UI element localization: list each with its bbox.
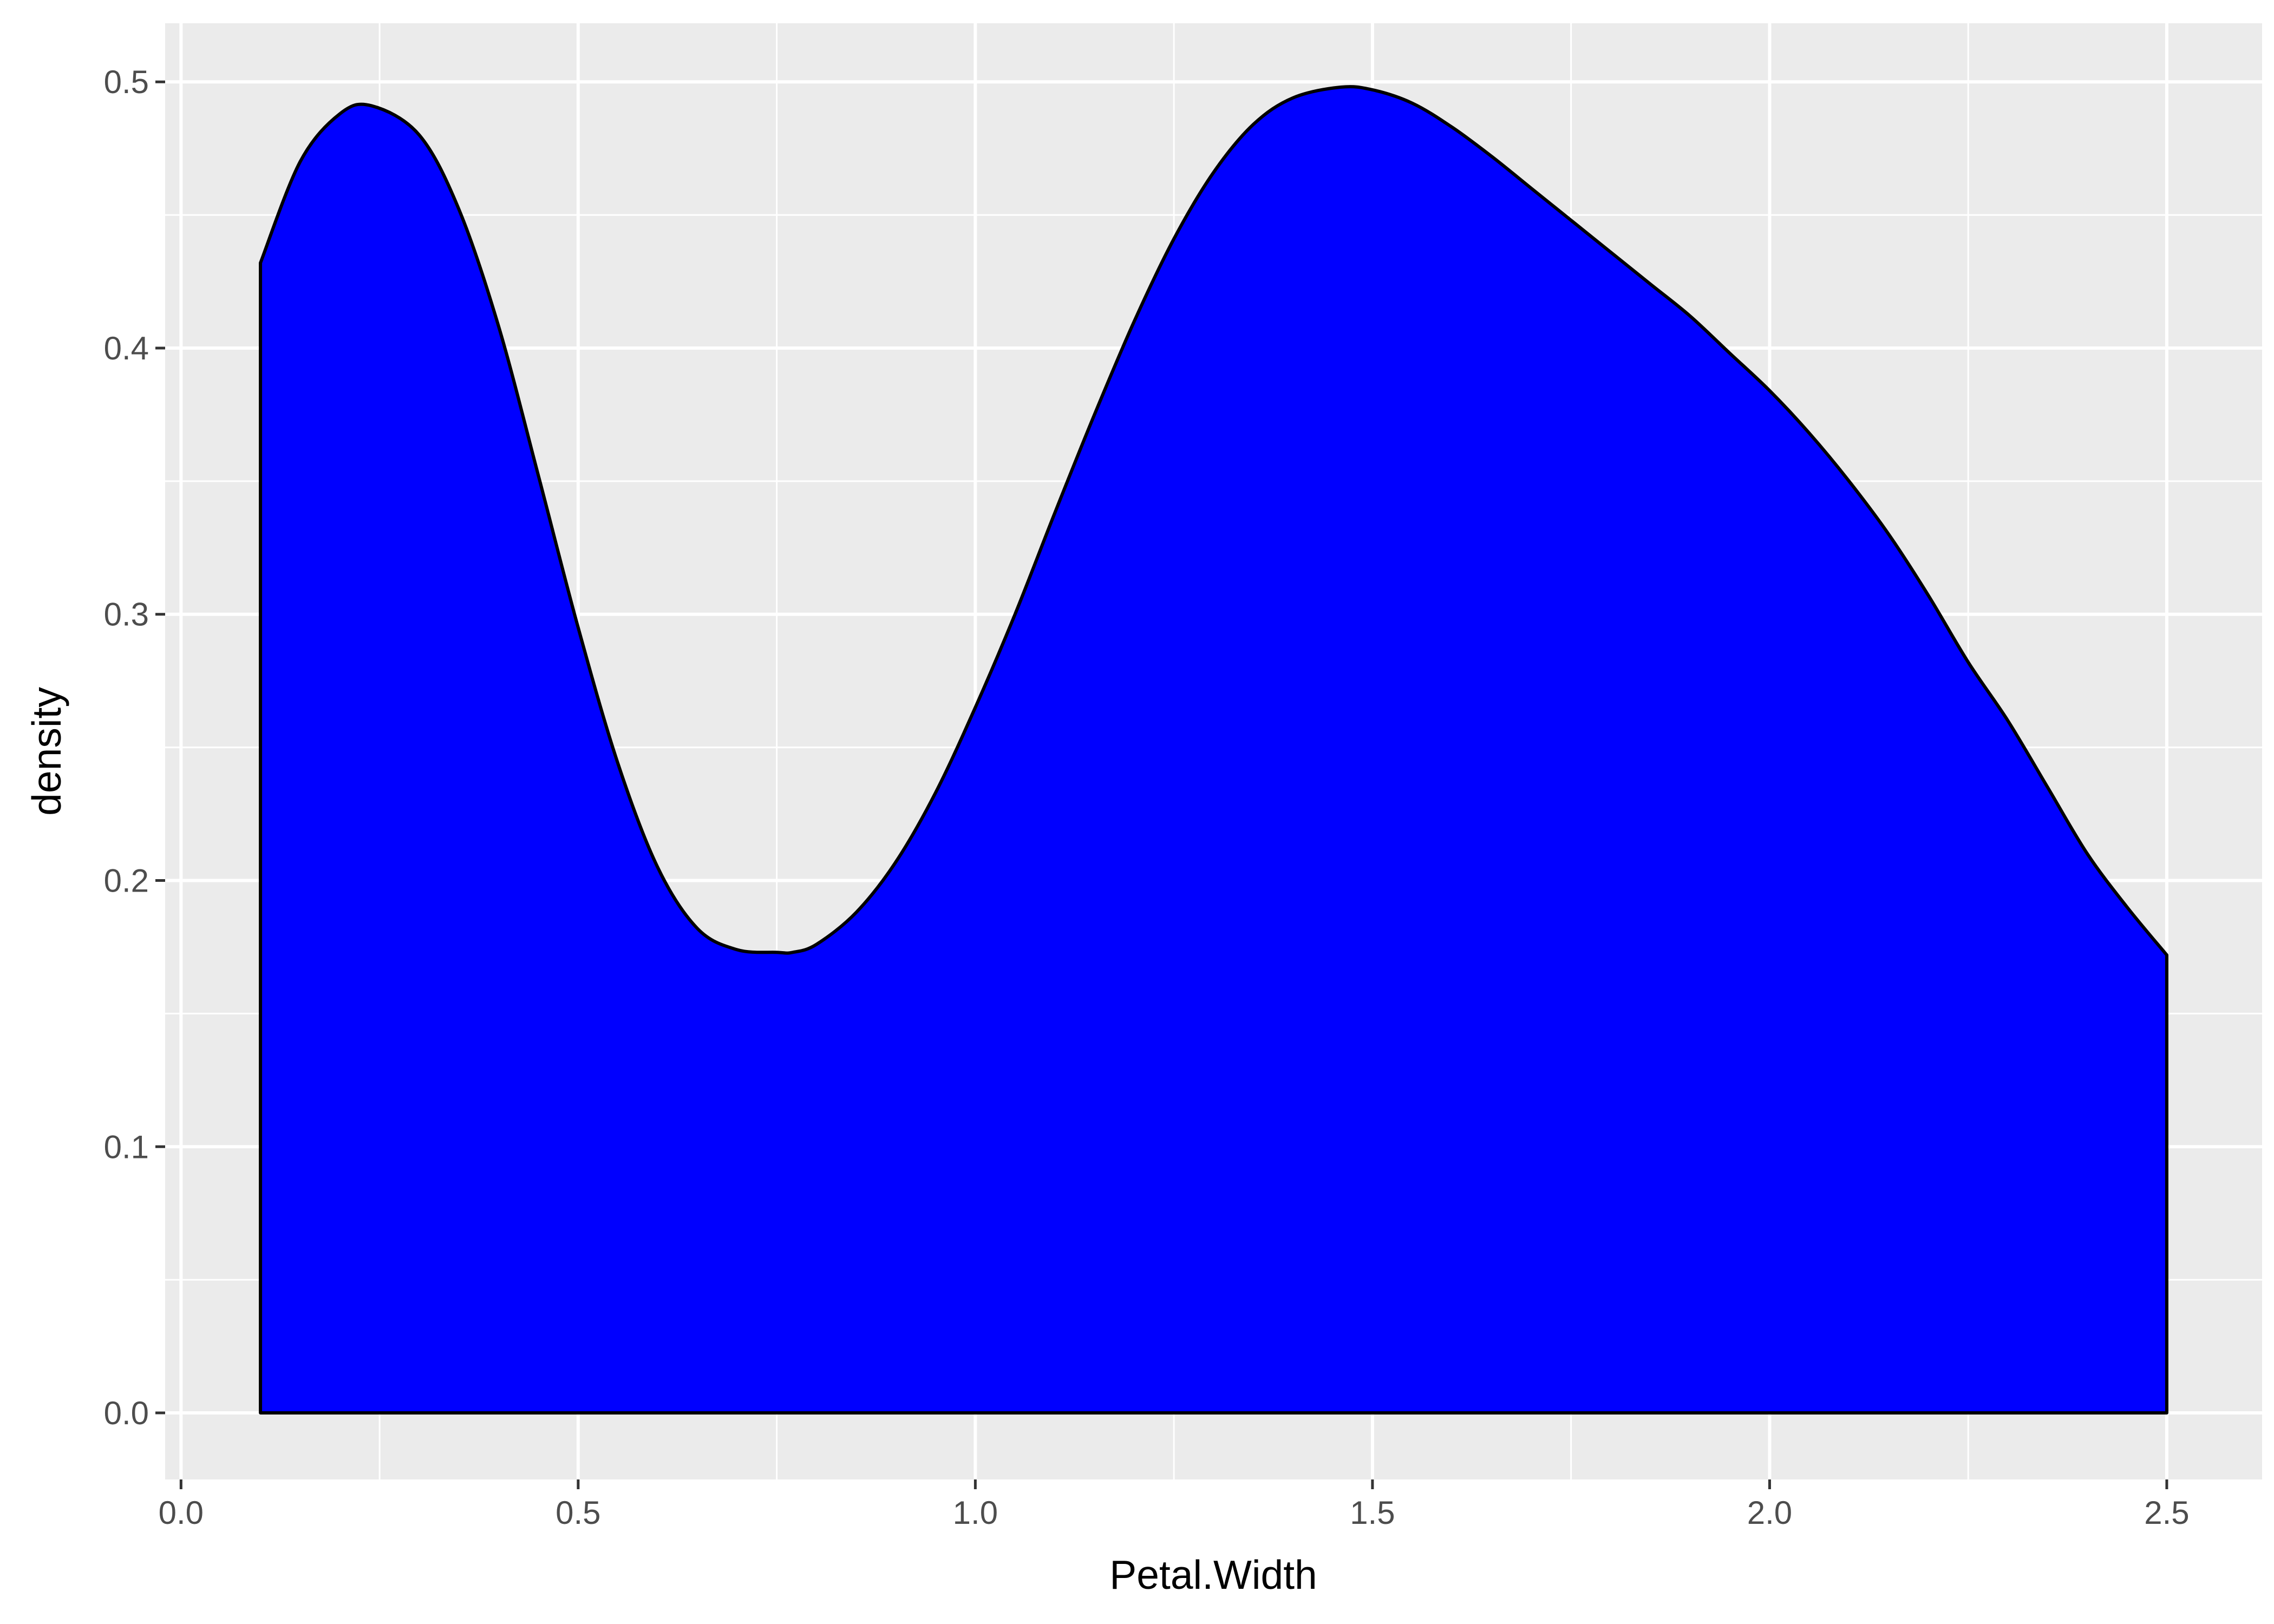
y-tick-label: 0.4: [104, 330, 149, 366]
x-axis: 0.0 0.5 1.0 1.5 2.0 2.5: [159, 1479, 2190, 1531]
y-tick-label: 0.0: [104, 1395, 149, 1431]
x-tick-label: 1.5: [1350, 1495, 1395, 1531]
y-tick-label: 0.3: [104, 597, 149, 633]
x-tick-label: 2.0: [1747, 1495, 1792, 1531]
x-tick-label: 0.0: [159, 1495, 204, 1531]
x-axis-title: Petal.Width: [1109, 1552, 1317, 1597]
y-tick-label: 0.1: [104, 1129, 149, 1165]
density-outline: [259, 85, 2168, 1415]
density-area: [260, 87, 2167, 1413]
x-tick-label: 0.5: [556, 1495, 600, 1531]
y-tick-label: 0.2: [104, 863, 149, 899]
y-tick-label: 0.5: [104, 64, 149, 100]
y-axis-title: density: [24, 687, 69, 816]
x-tick-label: 1.0: [953, 1495, 998, 1531]
density-series: [259, 85, 2168, 1415]
x-tick-label: 2.5: [2144, 1495, 2189, 1531]
y-axis: 0.0 0.1 0.2 0.3 0.4 0.5: [104, 64, 165, 1431]
